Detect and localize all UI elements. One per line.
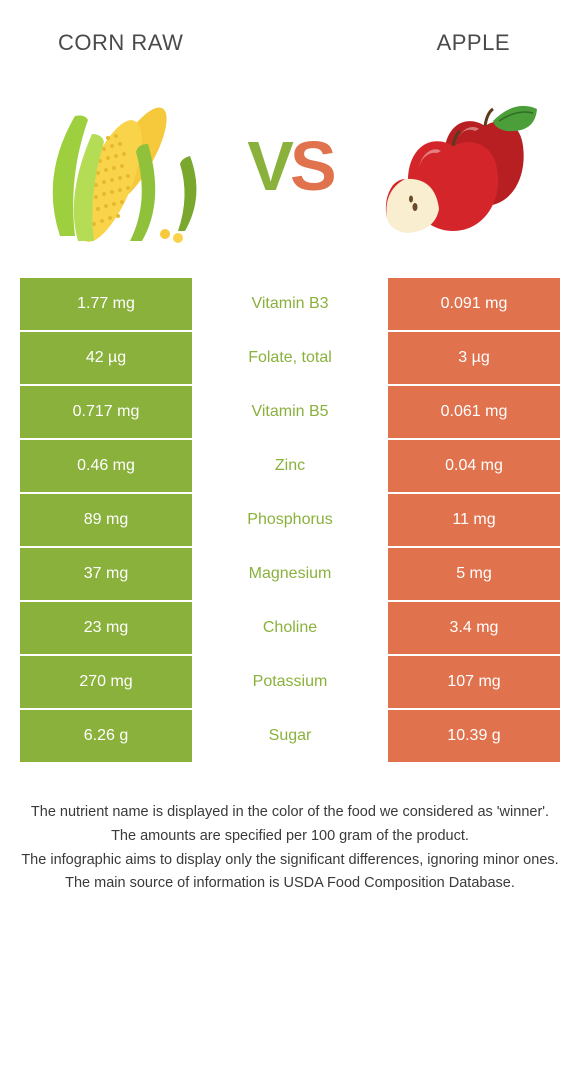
table-row: 89 mg Phosphorus 11 mg bbox=[20, 492, 560, 546]
corn-image bbox=[30, 86, 210, 246]
hero-row: VS bbox=[0, 66, 580, 266]
right-value: 0.04 mg bbox=[388, 440, 560, 492]
nutrient-label: Vitamin B5 bbox=[192, 386, 388, 438]
right-value: 11 mg bbox=[388, 494, 560, 546]
apple-image bbox=[370, 86, 550, 246]
left-value: 37 mg bbox=[20, 548, 192, 600]
left-value: 6.26 g bbox=[20, 710, 192, 762]
vs-s: S bbox=[290, 127, 333, 205]
right-value: 3.4 mg bbox=[388, 602, 560, 654]
footer-line: The main source of information is USDA F… bbox=[20, 873, 560, 895]
footer-line: The amounts are specified per 100 gram o… bbox=[20, 826, 560, 848]
nutrient-label: Potassium bbox=[192, 656, 388, 708]
nutrient-label: Vitamin B3 bbox=[192, 278, 388, 330]
right-value: 107 mg bbox=[388, 656, 560, 708]
table-row: 23 mg Choline 3.4 mg bbox=[20, 600, 560, 654]
nutrient-label: Magnesium bbox=[192, 548, 388, 600]
footer-line: The infographic aims to display only the… bbox=[20, 850, 560, 872]
right-value: 0.061 mg bbox=[388, 386, 560, 438]
right-value: 3 µg bbox=[388, 332, 560, 384]
nutrient-label: Phosphorus bbox=[192, 494, 388, 546]
left-value: 0.46 mg bbox=[20, 440, 192, 492]
table-row: 0.46 mg Zinc 0.04 mg bbox=[20, 438, 560, 492]
table-row: 1.77 mg Vitamin B3 0.091 mg bbox=[20, 276, 560, 330]
footer-notes: The nutrient name is displayed in the co… bbox=[20, 802, 560, 895]
vs-v: V bbox=[247, 127, 290, 205]
left-value: 42 µg bbox=[20, 332, 192, 384]
left-value: 89 mg bbox=[20, 494, 192, 546]
table-row: 270 mg Potassium 107 mg bbox=[20, 654, 560, 708]
left-food-title: CORN RAW bbox=[58, 30, 183, 56]
table-row: 37 mg Magnesium 5 mg bbox=[20, 546, 560, 600]
right-value: 10.39 g bbox=[388, 710, 560, 762]
nutrient-label: Folate, total bbox=[192, 332, 388, 384]
right-food-title: APPLE bbox=[437, 30, 510, 56]
vs-label: VS bbox=[247, 126, 332, 206]
nutrient-label: Sugar bbox=[192, 710, 388, 762]
nutrient-label: Choline bbox=[192, 602, 388, 654]
table-row: 6.26 g Sugar 10.39 g bbox=[20, 708, 560, 762]
header: CORN RAW APPLE bbox=[0, 0, 580, 66]
nutrient-table: 1.77 mg Vitamin B3 0.091 mg 42 µg Folate… bbox=[20, 276, 560, 762]
nutrient-label: Zinc bbox=[192, 440, 388, 492]
right-value: 5 mg bbox=[388, 548, 560, 600]
left-value: 0.717 mg bbox=[20, 386, 192, 438]
table-row: 0.717 mg Vitamin B5 0.061 mg bbox=[20, 384, 560, 438]
left-value: 23 mg bbox=[20, 602, 192, 654]
right-value: 0.091 mg bbox=[388, 278, 560, 330]
footer-line: The nutrient name is displayed in the co… bbox=[20, 802, 560, 824]
left-value: 270 mg bbox=[20, 656, 192, 708]
left-value: 1.77 mg bbox=[20, 278, 192, 330]
table-row: 42 µg Folate, total 3 µg bbox=[20, 330, 560, 384]
